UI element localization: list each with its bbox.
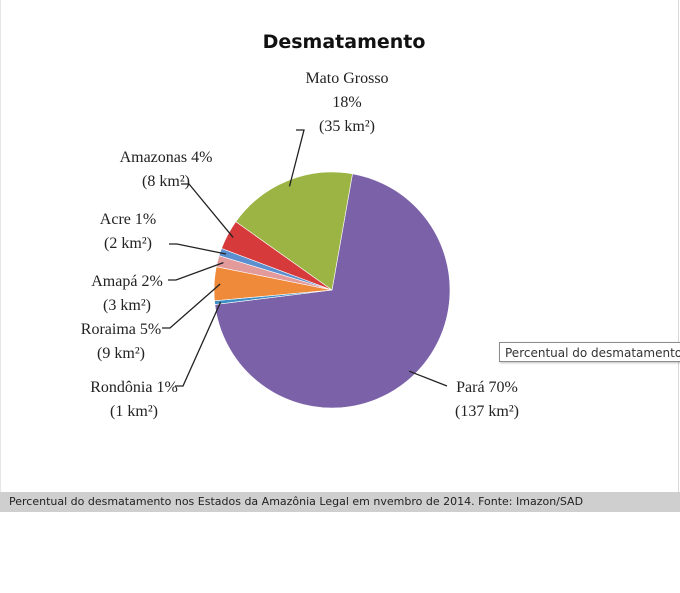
slice-name-percent-1: Rondônia 1% <box>90 379 178 396</box>
slice-value-1: (1 km²) <box>110 403 158 420</box>
slice-name-percent-2: Roraima 5% <box>81 321 161 338</box>
slice-percent-6: 18% <box>332 94 361 111</box>
leader-lines <box>162 129 448 387</box>
pie-slice-6 <box>235 171 353 291</box>
leader-line-5 <box>181 183 234 238</box>
slice-value-3: (3 km²) <box>103 297 151 314</box>
slice-name-percent-3: Amapá 2% <box>91 273 163 290</box>
chart-panel: Desmatamento Pará 70% (137 km²) Rondônia 1… <box>0 0 680 512</box>
tooltip-text: Percentual do desmatamento nos <box>505 346 680 360</box>
slice-name-percent-4: Acre 1% <box>100 211 156 228</box>
slice-value-2: (9 km²) <box>97 345 145 362</box>
leader-line-1 <box>175 301 222 387</box>
pie-slice-0 <box>214 173 451 409</box>
caption-bar: Percentual do desmatamento nos Estados d… <box>0 492 680 512</box>
leader-line-3 <box>168 262 224 281</box>
tooltip: Percentual do desmatamento nos <box>499 342 680 362</box>
caption-text: Percentual do desmatamento nos Estados d… <box>9 495 584 508</box>
pie-chart: Desmatamento Pará 70% (137 km²) Rondônia 1… <box>81 31 519 420</box>
leader-line-6 <box>288 129 305 187</box>
leader-line-0 <box>408 370 448 387</box>
slice-value-0: (137 km²) <box>455 403 519 420</box>
leader-line-2 <box>162 283 221 329</box>
slice-value-6: (35 km²) <box>319 118 375 135</box>
slice-name-percent-5: Amazonas 4% <box>120 149 213 166</box>
slice-labels: Pará 70% (137 km²) Rondônia 1% (1 km²) Rorai… <box>81 70 519 420</box>
slice-value-5: (8 km²) <box>142 173 190 190</box>
slice-name-percent-0: Pará 70% <box>456 379 518 396</box>
slice-name-6: Mato Grosso <box>305 70 388 87</box>
slice-value-4: (2 km²) <box>104 235 152 252</box>
leader-line-4 <box>169 243 227 255</box>
chart-title: Desmatamento <box>263 31 426 53</box>
pie-slices <box>213 171 451 409</box>
